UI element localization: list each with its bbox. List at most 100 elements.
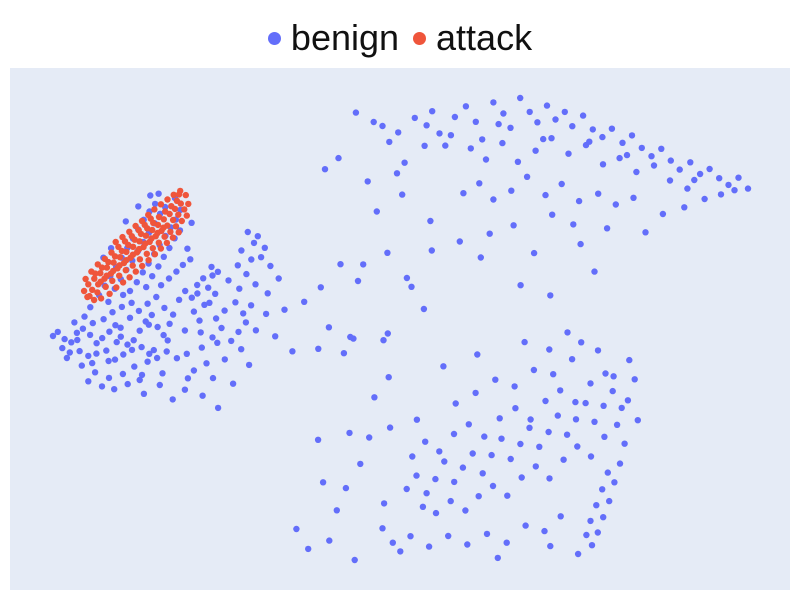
data-point-benign [725,181,732,189]
data-point-benign [441,458,448,465]
data-point-benign [138,343,145,351]
data-point-benign [157,282,165,289]
data-point-benign [389,539,396,546]
data-point-benign [198,344,205,351]
data-point-attack [89,286,96,293]
data-point-benign [229,380,237,387]
data-point-benign [547,542,554,550]
legend-item-benign[interactable]: benign [267,14,399,62]
data-point-benign [522,522,529,529]
data-point-benign [105,298,112,305]
data-point-benign [350,335,357,342]
data-point-benign [257,254,265,261]
data-point-benign [554,412,561,419]
data-point-benign [676,166,683,173]
data-point-benign [422,438,429,445]
data-point-benign [153,293,160,301]
data-point-benign [512,405,519,412]
legend-item-attack[interactable]: attack [413,14,532,62]
data-point-benign [160,253,167,260]
data-point-benign [136,376,143,384]
data-point-benign [609,387,616,395]
data-point-benign [66,349,74,356]
data-point-benign [476,180,483,187]
data-point-attack [85,281,92,288]
data-point-attack [82,275,89,283]
data-point-benign [188,294,195,301]
data-point-benign [499,139,506,147]
legend-label: attack [436,17,533,58]
data-point-benign [681,204,688,211]
data-point-attack [175,211,182,218]
data-point-benign [163,348,170,355]
data-point-attack [154,221,162,229]
data-point-attack [151,251,159,258]
legend-marker [413,31,427,45]
data-point-benign [582,399,589,407]
data-point-benign [542,397,549,405]
data-point-benign [301,298,308,305]
data-point-benign [427,217,434,225]
data-point-benign [190,308,198,315]
data-point-benign [442,142,449,149]
data-point-benign [148,311,155,319]
data-point-benign [423,490,430,497]
points-layer [49,94,752,564]
data-point-benign [624,397,632,404]
data-point-benign [570,221,577,228]
data-point-benign [464,541,471,548]
data-point-attack [145,211,152,219]
data-point-benign [546,475,553,482]
data-point-benign [133,279,140,286]
data-point-benign [214,339,221,346]
data-point-benign [419,503,427,510]
data-point-attack [123,257,130,264]
data-point-benign [517,440,524,448]
data-point-benign [486,230,493,237]
data-point-attack [175,229,182,236]
data-point-attack [109,277,116,284]
data-point-attack [183,212,190,219]
data-point-attack [84,293,91,301]
data-point-benign [317,284,324,291]
data-point-attack [116,254,124,261]
data-point-benign [526,424,533,431]
data-point-benign [73,329,81,336]
data-point-benign [197,329,204,336]
data-point-attack [119,279,127,286]
data-point-benign [379,122,386,130]
data-point-benign [89,359,96,367]
data-point-benign [393,170,401,177]
data-point-benign [252,327,260,334]
data-point-benign [503,539,510,546]
data-point-attack [126,228,133,235]
data-point-attack [148,235,155,242]
data-point-benign [228,337,235,345]
data-point-benign [591,418,598,425]
data-point-benign [240,310,247,317]
data-point-benign [500,110,507,117]
data-point-benign [71,319,78,326]
data-point-benign [606,497,613,505]
data-point-benign [169,311,177,318]
data-point-benign [619,139,626,146]
data-point-attack [108,249,115,256]
data-point-benign [425,543,433,550]
data-point-benign [542,191,549,199]
data-point-benign [536,443,543,450]
data-point-benign [462,507,469,514]
data-point-benign [225,277,232,284]
data-point-benign [169,396,176,403]
data-point-benign [333,507,340,514]
data-point-benign [572,416,580,423]
data-point-benign [586,138,593,145]
data-point-benign [621,440,628,447]
data-point-benign [403,485,410,493]
data-point-benign [206,299,213,306]
data-point-benign [144,358,151,365]
data-point-benign [109,309,116,316]
data-point-benign [399,191,406,198]
series-attack [80,187,192,304]
data-point-benign [147,192,154,199]
data-point-benign [76,347,83,355]
